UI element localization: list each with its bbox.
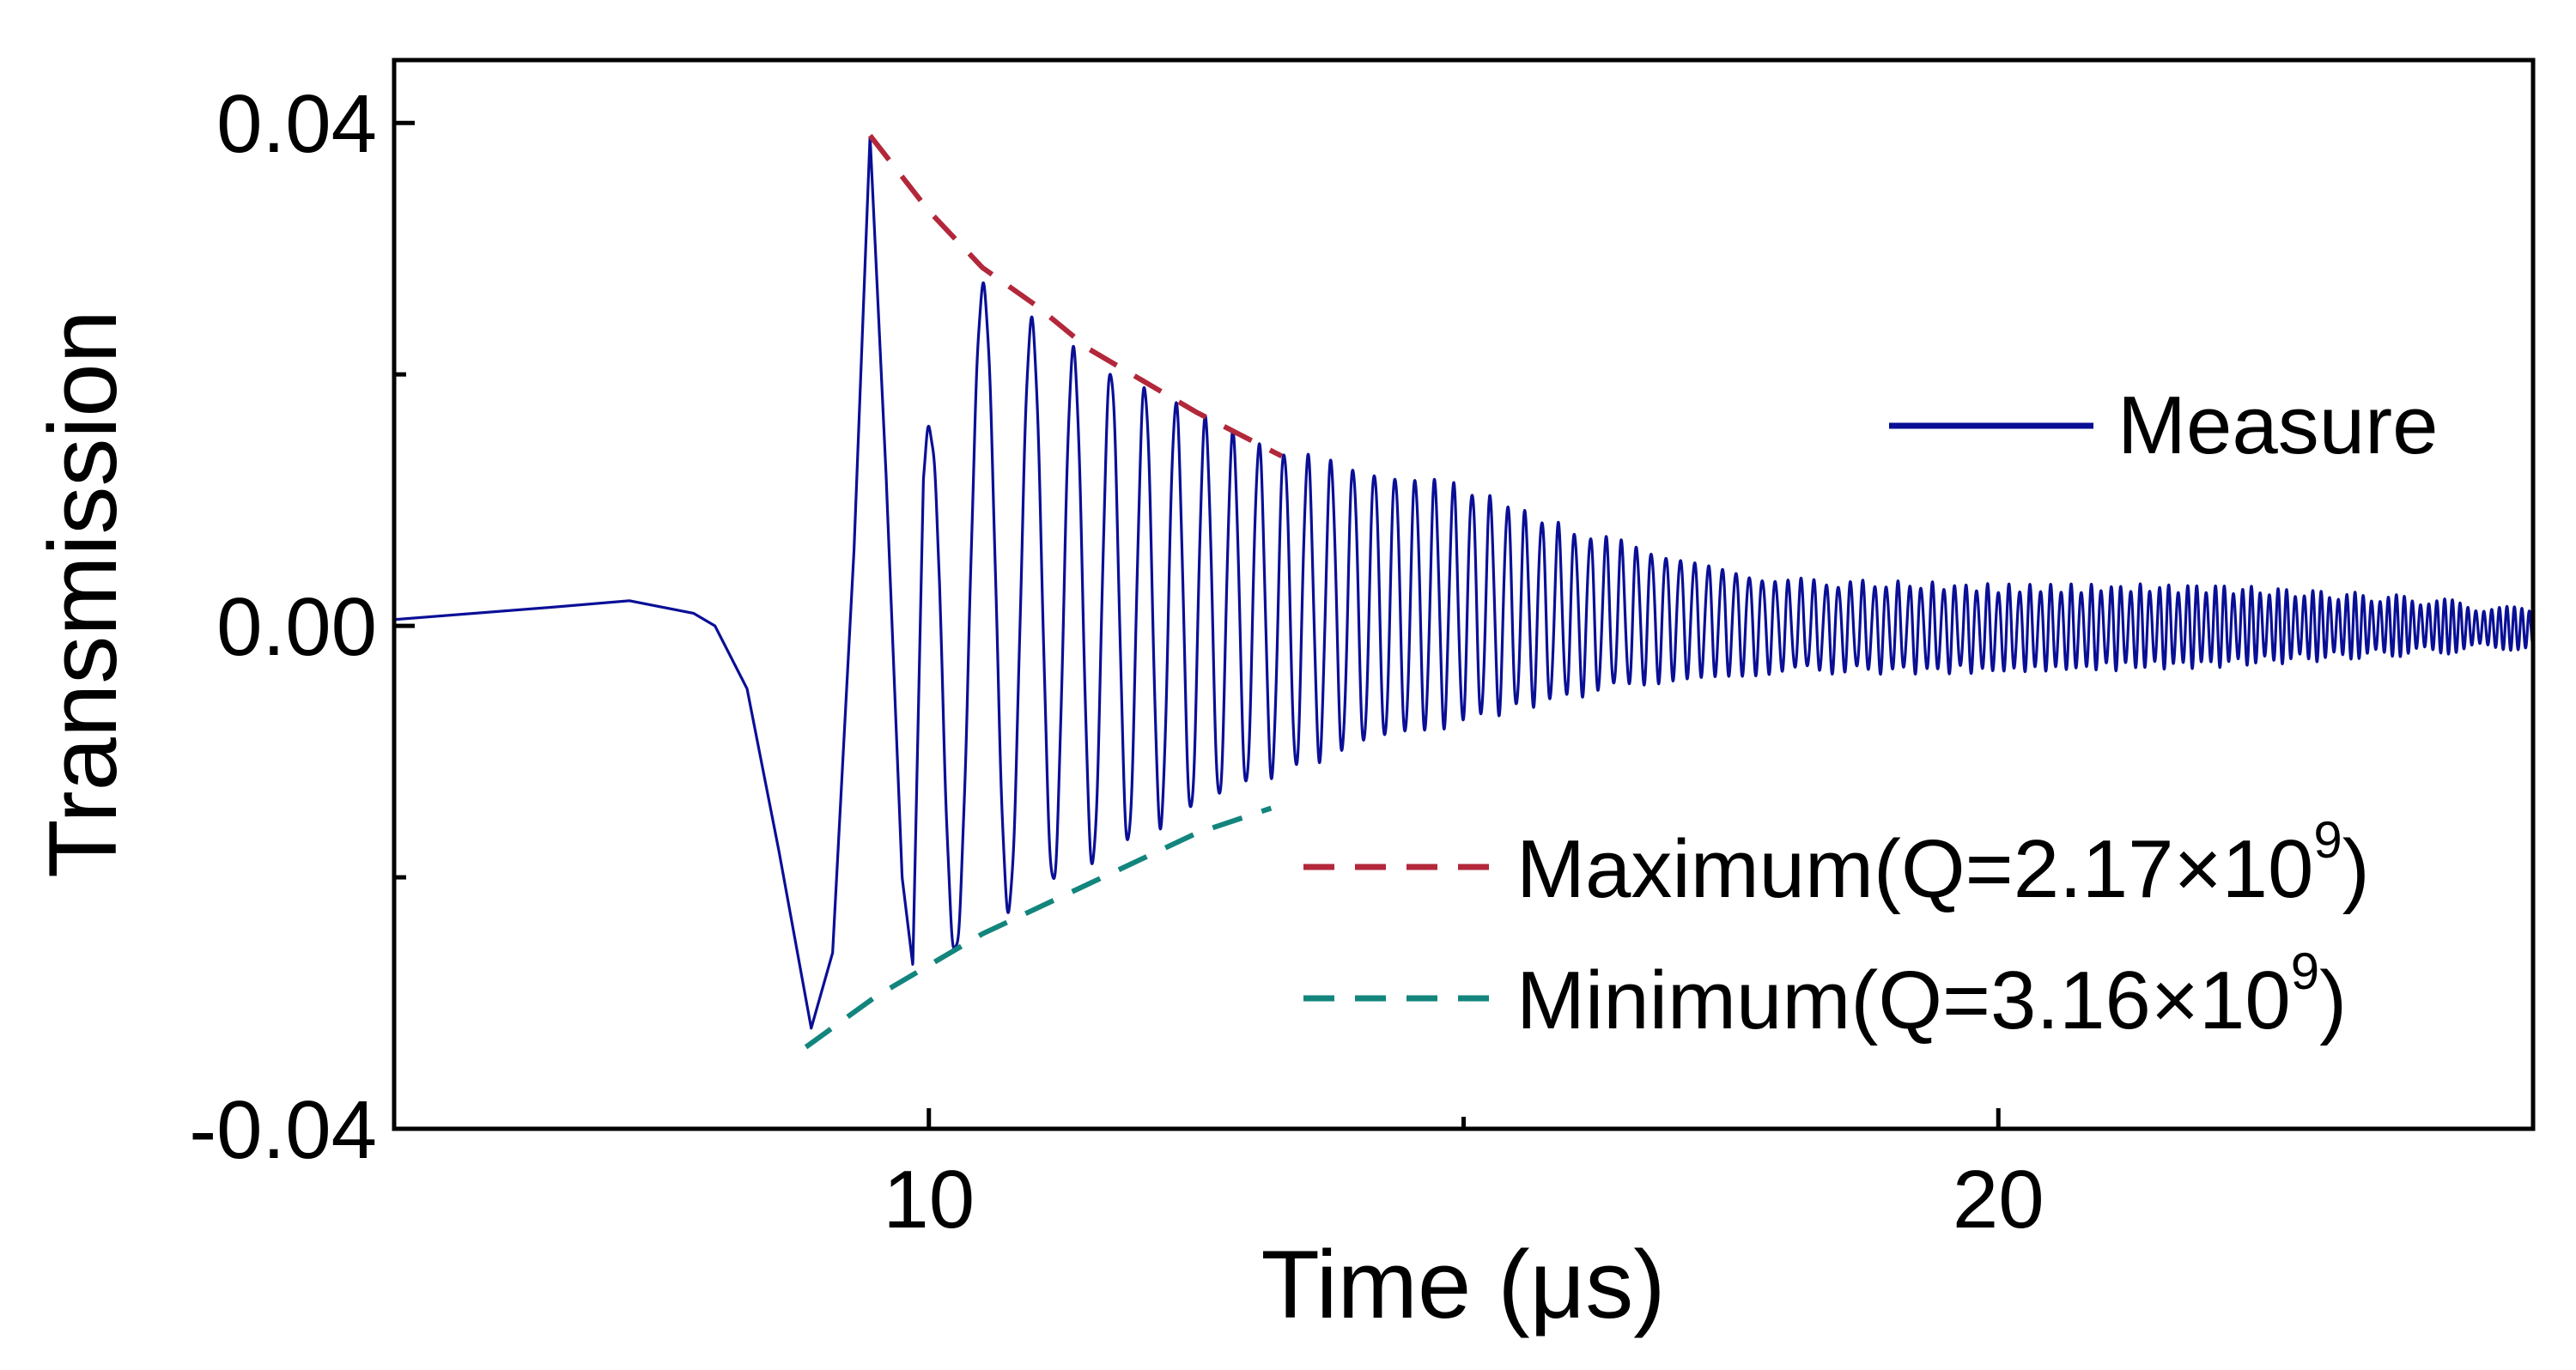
legend-label-measure: Measure: [2117, 379, 2439, 471]
series-maximum-envelope: [867, 134, 1284, 459]
y-tick-label: 0.04: [216, 78, 377, 170]
series-measure-line: [392, 136, 2535, 1030]
legend-label-minimum: Minimum(Q=3.16×109): [1516, 943, 2347, 1046]
y-tick-label: -0.04: [189, 1084, 377, 1176]
legend: Measure Maximum(Q=2.17×109) Minimum(Q=3.…: [1303, 379, 2439, 1046]
x-tick-label: 20: [1953, 1154, 2044, 1246]
y-axis-label: Transmission: [29, 310, 137, 878]
series-minimum-envelope: [804, 805, 1273, 1050]
x-axis-label: Time (μs): [1261, 1231, 1666, 1338]
legend-label-maximum: Maximum(Q=2.17×109): [1516, 811, 2370, 915]
x-tick-label: 10: [883, 1154, 975, 1246]
y-tick-label: 0.00: [216, 581, 377, 673]
plot-area: [392, 134, 2535, 1050]
axis-ticks: 10 20 0.04 0.00 -0.04: [189, 78, 2044, 1246]
